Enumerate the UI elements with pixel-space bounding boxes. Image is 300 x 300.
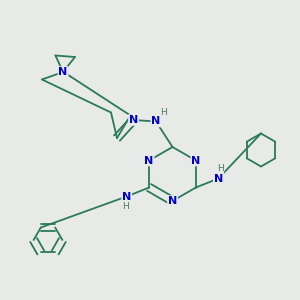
Text: N: N: [58, 67, 68, 77]
Text: H: H: [217, 164, 224, 173]
Text: H: H: [122, 202, 128, 211]
Text: N: N: [152, 116, 160, 127]
Text: N: N: [168, 196, 177, 206]
Text: N: N: [145, 155, 154, 166]
Text: N: N: [214, 173, 223, 184]
Text: N: N: [191, 155, 200, 166]
Text: N: N: [122, 191, 131, 202]
Text: N: N: [129, 115, 138, 125]
Text: H: H: [160, 108, 167, 117]
